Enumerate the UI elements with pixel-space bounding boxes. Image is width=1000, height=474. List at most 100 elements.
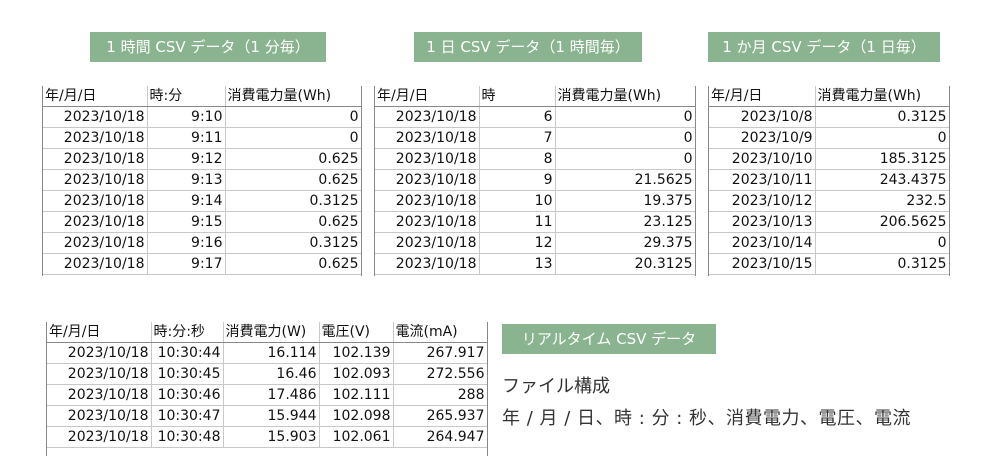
table-cell[interactable]: 9 xyxy=(479,169,556,191)
table-cell[interactable]: 9:12 xyxy=(147,148,226,170)
table-cell[interactable]: 2023/10/11 xyxy=(709,169,816,191)
table-cell[interactable]: 10:30:48 xyxy=(151,426,224,448)
column-header[interactable]: 時:分:秒 xyxy=(151,322,224,343)
table-cell[interactable]: 12 xyxy=(479,232,556,254)
table-cell[interactable]: 20.3125 xyxy=(555,253,695,275)
table-cell[interactable]: 15.903 xyxy=(223,426,320,448)
table-cell[interactable]: 2023/10/18 xyxy=(43,253,148,275)
table-cell[interactable]: 6 xyxy=(479,106,556,128)
table-cell[interactable]: 2023/10/18 xyxy=(43,169,148,191)
column-header[interactable]: 消費電力量(Wh) xyxy=(555,86,695,107)
column-header[interactable]: 年/月/日 xyxy=(709,86,816,107)
table-cell[interactable]: 267.917 xyxy=(393,342,487,364)
table-cell[interactable]: 23.125 xyxy=(555,211,695,233)
table-cell[interactable]: 185.3125 xyxy=(815,148,949,170)
table-cell[interactable]: 13 xyxy=(479,253,556,275)
table-cell[interactable]: 2023/10/14 xyxy=(709,232,816,254)
table-cell[interactable]: 2023/10/18 xyxy=(47,426,152,448)
table-cell[interactable]: 102.098 xyxy=(319,405,394,427)
column-header[interactable]: 消費電力(W) xyxy=(223,322,320,343)
table-cell[interactable]: 0 xyxy=(225,106,361,128)
table-cell[interactable]: 288 xyxy=(393,384,487,406)
column-header[interactable]: 年/月/日 xyxy=(47,322,152,343)
table-cell[interactable]: 2023/10/18 xyxy=(375,190,480,212)
column-header[interactable]: 消費電力量(Wh) xyxy=(815,86,949,107)
table-cell[interactable]: 2023/10/15 xyxy=(709,253,816,275)
table-cell[interactable]: 10:30:44 xyxy=(151,342,224,364)
table-cell[interactable]: 2023/10/18 xyxy=(47,342,152,364)
table-cell[interactable]: 2023/10/18 xyxy=(47,405,152,427)
table-cell[interactable]: 2023/10/8 xyxy=(709,106,816,128)
table-cell[interactable]: 9:16 xyxy=(147,232,226,254)
column-header[interactable]: 電圧(V) xyxy=(319,322,394,343)
table-cell[interactable]: 0.3125 xyxy=(225,190,361,212)
table-cell[interactable]: 0.625 xyxy=(225,211,361,233)
table-cell[interactable]: 272.556 xyxy=(393,363,487,385)
table-cell[interactable]: 2023/10/18 xyxy=(43,106,148,128)
table-cell[interactable]: 2023/10/18 xyxy=(375,169,480,191)
table-cell[interactable]: 232.5 xyxy=(815,190,949,212)
table-cell[interactable]: 9:17 xyxy=(147,253,226,275)
table-cell[interactable]: 0 xyxy=(225,127,361,149)
table-cell[interactable]: 9:15 xyxy=(147,211,226,233)
table-cell[interactable]: 0 xyxy=(815,127,949,149)
table-cell[interactable]: 264.947 xyxy=(393,426,487,448)
column-header[interactable]: 電流(mA) xyxy=(393,322,487,343)
table-cell[interactable]: 2023/10/18 xyxy=(375,148,480,170)
table-cell[interactable]: 16.46 xyxy=(223,363,320,385)
table-cell[interactable]: 2023/10/18 xyxy=(43,190,148,212)
table-cell[interactable]: 2023/10/18 xyxy=(43,211,148,233)
table-cell[interactable]: 29.375 xyxy=(555,232,695,254)
table-cell[interactable]: 265.937 xyxy=(393,405,487,427)
table-cell[interactable]: 0.3125 xyxy=(815,106,949,128)
table-cell[interactable]: 0 xyxy=(815,232,949,254)
table-cell[interactable]: 10:30:46 xyxy=(151,384,224,406)
table-cell[interactable]: 2023/10/18 xyxy=(43,148,148,170)
table-cell[interactable]: 2023/10/12 xyxy=(709,190,816,212)
table-cell[interactable]: 102.111 xyxy=(319,384,394,406)
table-cell[interactable]: 9:14 xyxy=(147,190,226,212)
table-cell[interactable]: 10:30:45 xyxy=(151,363,224,385)
table-cell[interactable]: 102.061 xyxy=(319,426,394,448)
table-cell[interactable]: 2023/10/18 xyxy=(47,363,152,385)
table-cell[interactable]: 0.625 xyxy=(225,253,361,275)
table-cell[interactable]: 10 xyxy=(479,190,556,212)
table-cell[interactable]: 2023/10/18 xyxy=(375,232,480,254)
column-header[interactable]: 時:分 xyxy=(147,86,226,107)
table-cell[interactable]: 15.944 xyxy=(223,405,320,427)
table-cell[interactable]: 9:10 xyxy=(147,106,226,128)
table-cell[interactable]: 0.625 xyxy=(225,148,361,170)
column-header[interactable]: 年/月/日 xyxy=(43,86,148,107)
table-cell[interactable]: 2023/10/18 xyxy=(43,232,148,254)
table-cell[interactable]: 10:30:47 xyxy=(151,405,224,427)
table-cell[interactable]: 2023/10/9 xyxy=(709,127,816,149)
table-cell[interactable]: 19.375 xyxy=(555,190,695,212)
table-cell[interactable]: 2023/10/18 xyxy=(375,106,480,128)
table-cell[interactable]: 0.3125 xyxy=(815,253,949,275)
table-cell[interactable]: 2023/10/18 xyxy=(47,384,152,406)
table-cell[interactable]: 2023/10/18 xyxy=(375,211,480,233)
table-cell[interactable]: 2023/10/13 xyxy=(709,211,816,233)
table-cell[interactable]: 0 xyxy=(555,106,695,128)
table-cell[interactable]: 0.3125 xyxy=(225,232,361,254)
table-cell[interactable]: 21.5625 xyxy=(555,169,695,191)
table-cell[interactable]: 243.4375 xyxy=(815,169,949,191)
table-cell[interactable]: 2023/10/18 xyxy=(375,127,480,149)
table-cell[interactable]: 0 xyxy=(555,148,695,170)
table-cell[interactable]: 0.625 xyxy=(225,169,361,191)
column-header[interactable]: 年/月/日 xyxy=(375,86,480,107)
table-cell[interactable]: 2023/10/18 xyxy=(43,127,148,149)
table-cell[interactable]: 0 xyxy=(555,127,695,149)
table-cell[interactable]: 102.093 xyxy=(319,363,394,385)
table-cell[interactable]: 2023/10/10 xyxy=(709,148,816,170)
table-cell[interactable]: 102.139 xyxy=(319,342,394,364)
table-cell[interactable]: 206.5625 xyxy=(815,211,949,233)
table-cell[interactable]: 7 xyxy=(479,127,556,149)
column-header[interactable]: 消費電力量(Wh) xyxy=(225,86,361,107)
table-cell[interactable]: 9:13 xyxy=(147,169,226,191)
table-cell[interactable]: 11 xyxy=(479,211,556,233)
table-cell[interactable]: 8 xyxy=(479,148,556,170)
table-cell[interactable]: 2023/10/18 xyxy=(375,253,480,275)
table-cell[interactable]: 16.114 xyxy=(223,342,320,364)
table-cell[interactable]: 9:11 xyxy=(147,127,226,149)
